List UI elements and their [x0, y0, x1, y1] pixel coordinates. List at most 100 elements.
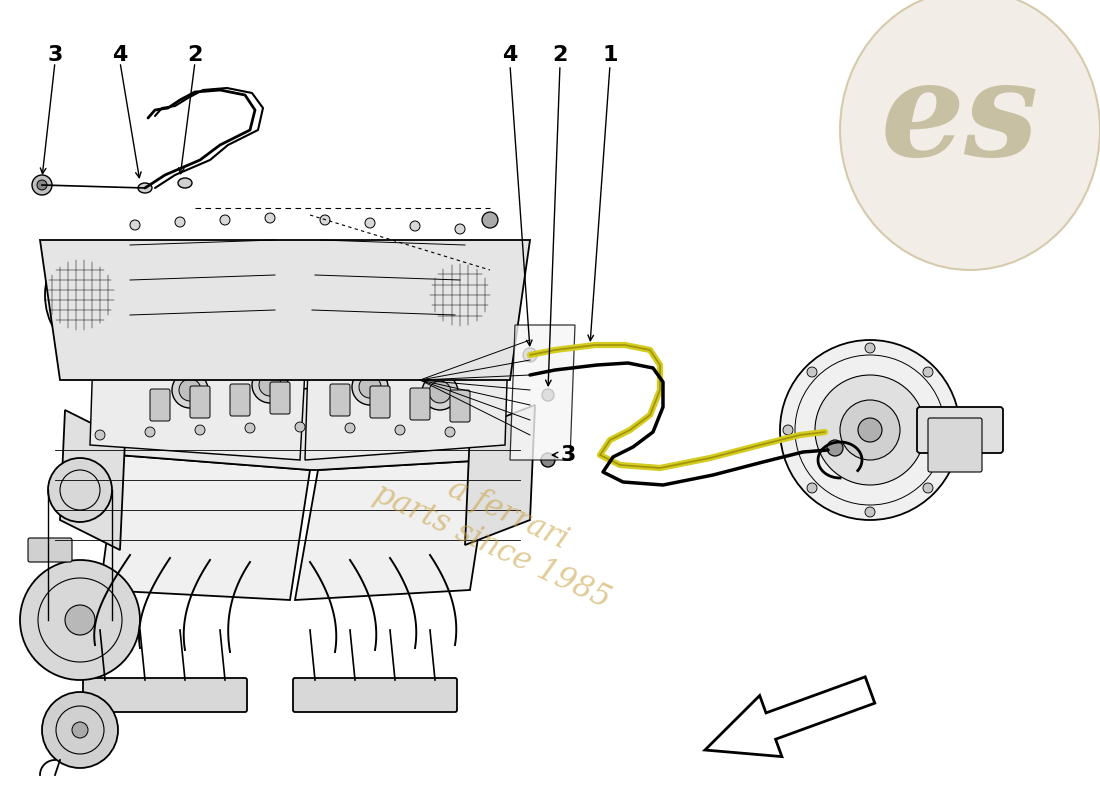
Polygon shape [305, 350, 508, 460]
Circle shape [783, 425, 793, 435]
Circle shape [541, 453, 556, 467]
FancyBboxPatch shape [410, 388, 430, 420]
Circle shape [320, 215, 330, 225]
Circle shape [395, 425, 405, 435]
Ellipse shape [138, 183, 152, 193]
Circle shape [172, 372, 208, 408]
Text: 2: 2 [552, 45, 568, 65]
Circle shape [422, 374, 458, 410]
Circle shape [923, 483, 933, 493]
Circle shape [482, 212, 498, 228]
Circle shape [37, 180, 47, 190]
Circle shape [522, 348, 537, 362]
Circle shape [446, 427, 455, 437]
Circle shape [923, 367, 933, 377]
Circle shape [455, 224, 465, 234]
Circle shape [245, 423, 255, 433]
Text: 1: 1 [603, 45, 618, 65]
Circle shape [410, 221, 420, 231]
Polygon shape [510, 325, 575, 460]
Circle shape [258, 374, 280, 396]
Circle shape [452, 324, 462, 334]
FancyBboxPatch shape [370, 386, 390, 418]
Polygon shape [90, 355, 305, 460]
Text: 4: 4 [503, 45, 518, 65]
Circle shape [235, 324, 245, 334]
Circle shape [220, 215, 230, 225]
Circle shape [175, 217, 185, 227]
Ellipse shape [390, 329, 407, 339]
FancyBboxPatch shape [928, 418, 982, 472]
Circle shape [42, 692, 118, 768]
Circle shape [815, 375, 925, 485]
Circle shape [407, 321, 417, 331]
Ellipse shape [840, 0, 1100, 270]
Circle shape [135, 330, 145, 340]
Circle shape [542, 389, 554, 401]
Circle shape [295, 422, 305, 432]
Circle shape [429, 381, 451, 403]
Ellipse shape [250, 329, 266, 339]
Circle shape [827, 440, 843, 456]
Circle shape [145, 427, 155, 437]
Circle shape [252, 367, 288, 403]
Circle shape [352, 369, 388, 405]
Circle shape [195, 425, 205, 435]
Circle shape [780, 340, 960, 520]
Ellipse shape [317, 325, 333, 335]
Circle shape [865, 507, 874, 517]
Ellipse shape [354, 326, 370, 338]
FancyBboxPatch shape [917, 407, 1003, 453]
Circle shape [345, 423, 355, 433]
Circle shape [32, 175, 52, 195]
Text: es: es [881, 55, 1040, 185]
Circle shape [865, 343, 874, 353]
Circle shape [840, 400, 900, 460]
Text: 3: 3 [47, 45, 63, 65]
Circle shape [317, 315, 327, 325]
Ellipse shape [430, 250, 490, 340]
FancyBboxPatch shape [190, 386, 210, 418]
Text: a ferrari
parts since 1985: a ferrari parts since 1985 [370, 446, 630, 614]
Polygon shape [465, 405, 535, 545]
Polygon shape [295, 460, 490, 600]
Circle shape [265, 213, 275, 223]
Polygon shape [100, 455, 310, 600]
Text: 2: 2 [187, 45, 202, 65]
FancyBboxPatch shape [293, 678, 456, 712]
Polygon shape [60, 410, 125, 550]
Ellipse shape [214, 330, 230, 342]
Circle shape [72, 722, 88, 738]
Ellipse shape [140, 334, 156, 346]
FancyBboxPatch shape [330, 384, 350, 416]
Circle shape [185, 327, 195, 337]
FancyBboxPatch shape [270, 382, 290, 414]
Circle shape [858, 418, 882, 442]
Ellipse shape [45, 245, 116, 345]
FancyBboxPatch shape [150, 389, 170, 421]
Polygon shape [95, 380, 490, 470]
Circle shape [48, 458, 112, 522]
Circle shape [65, 605, 95, 635]
FancyBboxPatch shape [230, 384, 250, 416]
Text: 4: 4 [112, 45, 128, 65]
Text: 3: 3 [560, 445, 575, 465]
Ellipse shape [177, 333, 192, 343]
FancyArrow shape [705, 677, 874, 757]
Ellipse shape [428, 330, 444, 342]
Circle shape [807, 367, 817, 377]
FancyBboxPatch shape [82, 678, 248, 712]
Ellipse shape [178, 178, 192, 188]
Polygon shape [40, 240, 530, 380]
FancyBboxPatch shape [450, 390, 470, 422]
Circle shape [362, 318, 372, 328]
Circle shape [95, 430, 104, 440]
Circle shape [365, 218, 375, 228]
Circle shape [179, 379, 201, 401]
Circle shape [807, 483, 817, 493]
Circle shape [280, 321, 290, 331]
Circle shape [130, 220, 140, 230]
FancyBboxPatch shape [28, 538, 72, 562]
Circle shape [359, 376, 381, 398]
Circle shape [20, 560, 140, 680]
